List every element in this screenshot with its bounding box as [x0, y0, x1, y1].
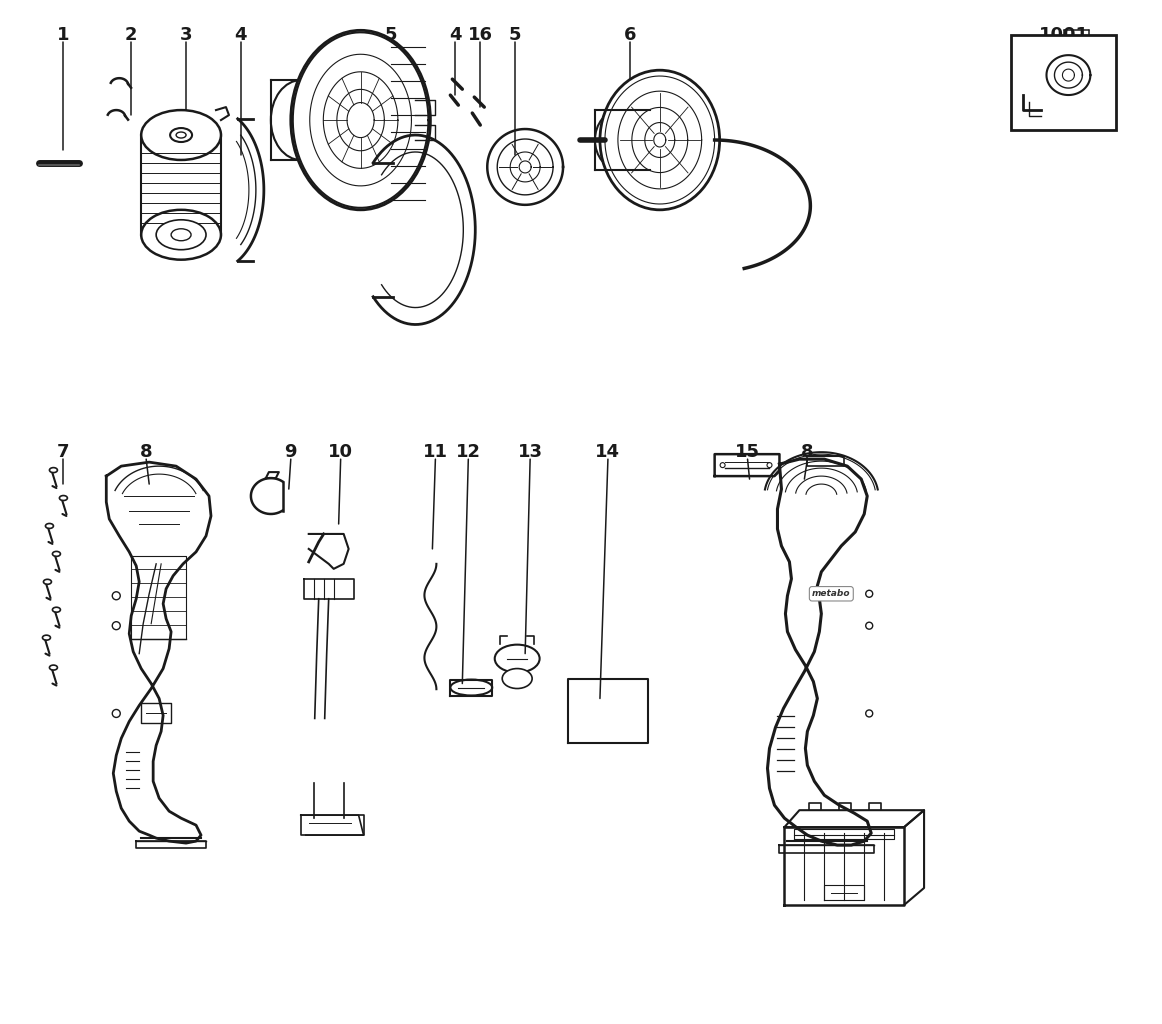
- Ellipse shape: [52, 607, 60, 612]
- Ellipse shape: [113, 592, 120, 600]
- Text: 8: 8: [139, 443, 152, 461]
- Ellipse shape: [52, 551, 60, 556]
- Ellipse shape: [113, 622, 120, 630]
- Ellipse shape: [50, 468, 57, 473]
- Text: 5: 5: [509, 27, 522, 44]
- Text: 10: 10: [328, 443, 353, 461]
- Ellipse shape: [451, 680, 493, 695]
- Text: 4: 4: [449, 27, 461, 44]
- Text: 14: 14: [595, 443, 621, 461]
- Ellipse shape: [502, 669, 532, 688]
- Ellipse shape: [156, 220, 206, 250]
- Text: 6: 6: [624, 27, 636, 44]
- Ellipse shape: [113, 710, 120, 718]
- Ellipse shape: [171, 228, 191, 241]
- Text: 4: 4: [235, 27, 248, 44]
- Text: 9: 9: [285, 443, 297, 461]
- FancyBboxPatch shape: [1011, 35, 1116, 130]
- Ellipse shape: [271, 80, 331, 160]
- Ellipse shape: [866, 623, 873, 629]
- Ellipse shape: [866, 710, 873, 717]
- Text: 11: 11: [423, 443, 447, 461]
- Ellipse shape: [720, 463, 725, 468]
- Text: 1: 1: [57, 27, 70, 44]
- Text: 13: 13: [517, 443, 543, 461]
- Text: 7: 7: [57, 443, 70, 461]
- Ellipse shape: [43, 580, 51, 585]
- Text: metabo: metabo: [812, 589, 851, 598]
- Text: 5: 5: [385, 27, 396, 44]
- Ellipse shape: [59, 496, 67, 501]
- Text: 2: 2: [125, 27, 137, 44]
- Text: 16: 16: [468, 27, 493, 44]
- Ellipse shape: [142, 111, 221, 160]
- Text: 1001: 1001: [1039, 27, 1089, 44]
- Text: 3: 3: [180, 27, 193, 44]
- Ellipse shape: [43, 635, 50, 640]
- Ellipse shape: [767, 463, 772, 468]
- Text: 8: 8: [801, 443, 813, 461]
- Ellipse shape: [600, 71, 719, 210]
- Ellipse shape: [50, 665, 57, 670]
- Ellipse shape: [177, 132, 186, 138]
- Ellipse shape: [290, 31, 430, 210]
- Ellipse shape: [142, 210, 221, 260]
- Text: 12: 12: [456, 443, 481, 461]
- Ellipse shape: [595, 111, 645, 170]
- Ellipse shape: [170, 128, 192, 142]
- Text: 15: 15: [736, 443, 760, 461]
- Ellipse shape: [495, 645, 539, 673]
- Ellipse shape: [45, 523, 53, 528]
- Ellipse shape: [866, 590, 873, 597]
